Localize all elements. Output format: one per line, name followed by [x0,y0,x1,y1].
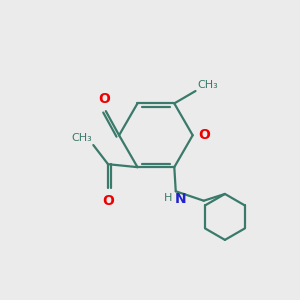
Text: O: O [102,194,114,208]
Text: O: O [98,92,110,106]
Text: O: O [198,128,210,142]
Text: H: H [164,193,172,203]
Text: N: N [175,192,187,206]
Text: CH₃: CH₃ [71,133,92,143]
Text: CH₃: CH₃ [198,80,219,90]
